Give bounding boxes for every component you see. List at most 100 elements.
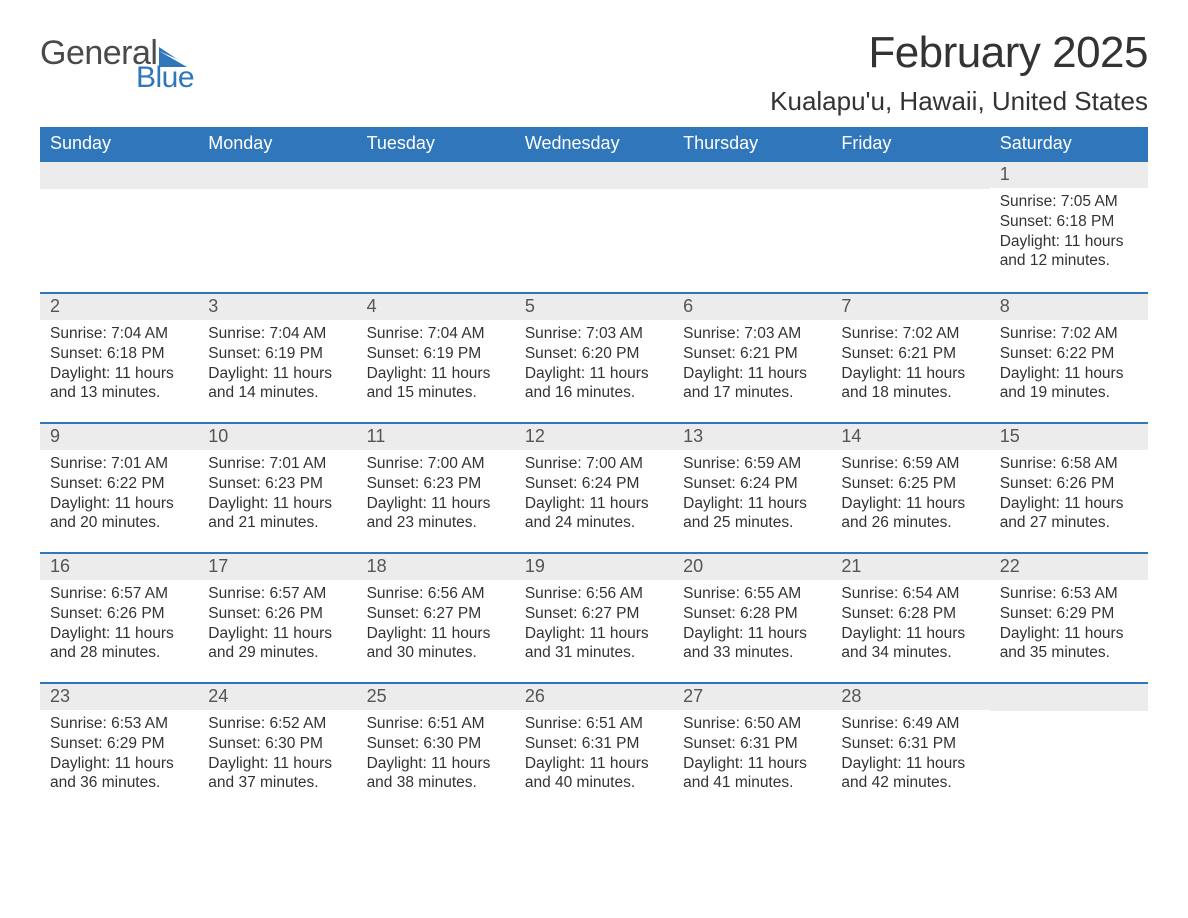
month-title: February 2025 (770, 28, 1148, 78)
daylight-line: Daylight: 11 hours and 33 minutes. (683, 624, 821, 664)
sunset-line: Sunset: 6:18 PM (50, 344, 188, 364)
sunrise-line: Sunrise: 6:53 AM (50, 714, 188, 734)
sunrise-line: Sunrise: 6:59 AM (841, 454, 979, 474)
daylight-line: Daylight: 11 hours and 31 minutes. (525, 624, 663, 664)
calendar-day: 5Sunrise: 7:03 AMSunset: 6:20 PMDaylight… (515, 294, 673, 422)
day-number (40, 162, 198, 189)
day-number: 12 (515, 424, 673, 450)
sunrise-line: Sunrise: 7:00 AM (367, 454, 505, 474)
day-details: Sunrise: 7:02 AMSunset: 6:22 PMDaylight:… (990, 320, 1148, 403)
sunrise-line: Sunrise: 7:00 AM (525, 454, 663, 474)
calendar-week: 1Sunrise: 7:05 AMSunset: 6:18 PMDaylight… (40, 162, 1148, 292)
day-number: 21 (831, 554, 989, 580)
day-number: 11 (357, 424, 515, 450)
brand-word2: Blue (136, 61, 194, 95)
day-details: Sunrise: 6:57 AMSunset: 6:26 PMDaylight:… (198, 580, 356, 663)
daylight-line: Daylight: 11 hours and 38 minutes. (367, 754, 505, 794)
calendar-day: 18Sunrise: 6:56 AMSunset: 6:27 PMDayligh… (357, 554, 515, 682)
daylight-line: Daylight: 11 hours and 34 minutes. (841, 624, 979, 664)
sunrise-line: Sunrise: 7:01 AM (208, 454, 346, 474)
sunrise-line: Sunrise: 6:51 AM (525, 714, 663, 734)
day-number: 26 (515, 684, 673, 710)
daylight-line: Daylight: 11 hours and 29 minutes. (208, 624, 346, 664)
daylight-line: Daylight: 11 hours and 21 minutes. (208, 494, 346, 534)
sunset-line: Sunset: 6:31 PM (525, 734, 663, 754)
title-block: February 2025 Kualapu'u, Hawaii, United … (770, 28, 1148, 117)
calendar-day: 8Sunrise: 7:02 AMSunset: 6:22 PMDaylight… (990, 294, 1148, 422)
day-number: 4 (357, 294, 515, 320)
day-number (198, 162, 356, 189)
weekday-header: Sunday (40, 127, 198, 162)
weekday-header: Tuesday (357, 127, 515, 162)
day-number: 5 (515, 294, 673, 320)
calendar-day: 10Sunrise: 7:01 AMSunset: 6:23 PMDayligh… (198, 424, 356, 552)
sunset-line: Sunset: 6:18 PM (1000, 212, 1138, 232)
day-details: Sunrise: 6:55 AMSunset: 6:28 PMDaylight:… (673, 580, 831, 663)
daylight-line: Daylight: 11 hours and 15 minutes. (367, 364, 505, 404)
calendar-day (990, 684, 1148, 812)
calendar-day (357, 162, 515, 292)
weekday-header: Friday (831, 127, 989, 162)
sunrise-line: Sunrise: 7:05 AM (1000, 192, 1138, 212)
daylight-line: Daylight: 11 hours and 12 minutes. (1000, 232, 1138, 272)
day-details: Sunrise: 6:51 AMSunset: 6:30 PMDaylight:… (357, 710, 515, 793)
calendar-day: 4Sunrise: 7:04 AMSunset: 6:19 PMDaylight… (357, 294, 515, 422)
sunrise-line: Sunrise: 6:56 AM (367, 584, 505, 604)
day-details: Sunrise: 7:03 AMSunset: 6:20 PMDaylight:… (515, 320, 673, 403)
location-subtitle: Kualapu'u, Hawaii, United States (770, 86, 1148, 117)
sunset-line: Sunset: 6:26 PM (208, 604, 346, 624)
calendar-day: 19Sunrise: 6:56 AMSunset: 6:27 PMDayligh… (515, 554, 673, 682)
sunset-line: Sunset: 6:31 PM (841, 734, 979, 754)
daylight-line: Daylight: 11 hours and 28 minutes. (50, 624, 188, 664)
calendar-day: 22Sunrise: 6:53 AMSunset: 6:29 PMDayligh… (990, 554, 1148, 682)
day-number: 17 (198, 554, 356, 580)
day-details: Sunrise: 6:57 AMSunset: 6:26 PMDaylight:… (40, 580, 198, 663)
day-details: Sunrise: 7:04 AMSunset: 6:18 PMDaylight:… (40, 320, 198, 403)
day-number: 22 (990, 554, 1148, 580)
day-details: Sunrise: 6:59 AMSunset: 6:24 PMDaylight:… (673, 450, 831, 533)
day-number: 2 (40, 294, 198, 320)
calendar-week: 16Sunrise: 6:57 AMSunset: 6:26 PMDayligh… (40, 552, 1148, 682)
day-details: Sunrise: 7:00 AMSunset: 6:23 PMDaylight:… (357, 450, 515, 533)
day-number: 7 (831, 294, 989, 320)
daylight-line: Daylight: 11 hours and 13 minutes. (50, 364, 188, 404)
weekday-header: Saturday (990, 127, 1148, 162)
calendar-day: 27Sunrise: 6:50 AMSunset: 6:31 PMDayligh… (673, 684, 831, 812)
sunrise-line: Sunrise: 6:49 AM (841, 714, 979, 734)
sunrise-line: Sunrise: 7:02 AM (1000, 324, 1138, 344)
sunrise-line: Sunrise: 6:50 AM (683, 714, 821, 734)
daylight-line: Daylight: 11 hours and 20 minutes. (50, 494, 188, 534)
daylight-line: Daylight: 11 hours and 42 minutes. (841, 754, 979, 794)
day-details: Sunrise: 7:04 AMSunset: 6:19 PMDaylight:… (357, 320, 515, 403)
sunset-line: Sunset: 6:24 PM (683, 474, 821, 494)
sunrise-line: Sunrise: 6:51 AM (367, 714, 505, 734)
day-details: Sunrise: 6:54 AMSunset: 6:28 PMDaylight:… (831, 580, 989, 663)
sunset-line: Sunset: 6:19 PM (367, 344, 505, 364)
sunset-line: Sunset: 6:28 PM (683, 604, 821, 624)
sunrise-line: Sunrise: 6:57 AM (50, 584, 188, 604)
calendar-day (40, 162, 198, 292)
sunrise-line: Sunrise: 7:04 AM (50, 324, 188, 344)
calendar-day: 24Sunrise: 6:52 AMSunset: 6:30 PMDayligh… (198, 684, 356, 812)
daylight-line: Daylight: 11 hours and 16 minutes. (525, 364, 663, 404)
sunset-line: Sunset: 6:27 PM (525, 604, 663, 624)
day-number: 10 (198, 424, 356, 450)
daylight-line: Daylight: 11 hours and 35 minutes. (1000, 624, 1138, 664)
page-header: General Blue February 2025 Kualapu'u, Ha… (40, 28, 1148, 117)
sunrise-line: Sunrise: 6:59 AM (683, 454, 821, 474)
day-details: Sunrise: 7:04 AMSunset: 6:19 PMDaylight:… (198, 320, 356, 403)
day-number: 25 (357, 684, 515, 710)
day-number: 23 (40, 684, 198, 710)
sunrise-line: Sunrise: 6:58 AM (1000, 454, 1138, 474)
day-number (831, 162, 989, 189)
sunset-line: Sunset: 6:26 PM (1000, 474, 1138, 494)
calendar-day: 16Sunrise: 6:57 AMSunset: 6:26 PMDayligh… (40, 554, 198, 682)
daylight-line: Daylight: 11 hours and 19 minutes. (1000, 364, 1138, 404)
sunset-line: Sunset: 6:29 PM (50, 734, 188, 754)
calendar: Sunday Monday Tuesday Wednesday Thursday… (40, 127, 1148, 812)
calendar-day: 6Sunrise: 7:03 AMSunset: 6:21 PMDaylight… (673, 294, 831, 422)
daylight-line: Daylight: 11 hours and 25 minutes. (683, 494, 821, 534)
daylight-line: Daylight: 11 hours and 37 minutes. (208, 754, 346, 794)
sunset-line: Sunset: 6:30 PM (367, 734, 505, 754)
day-details: Sunrise: 6:53 AMSunset: 6:29 PMDaylight:… (990, 580, 1148, 663)
